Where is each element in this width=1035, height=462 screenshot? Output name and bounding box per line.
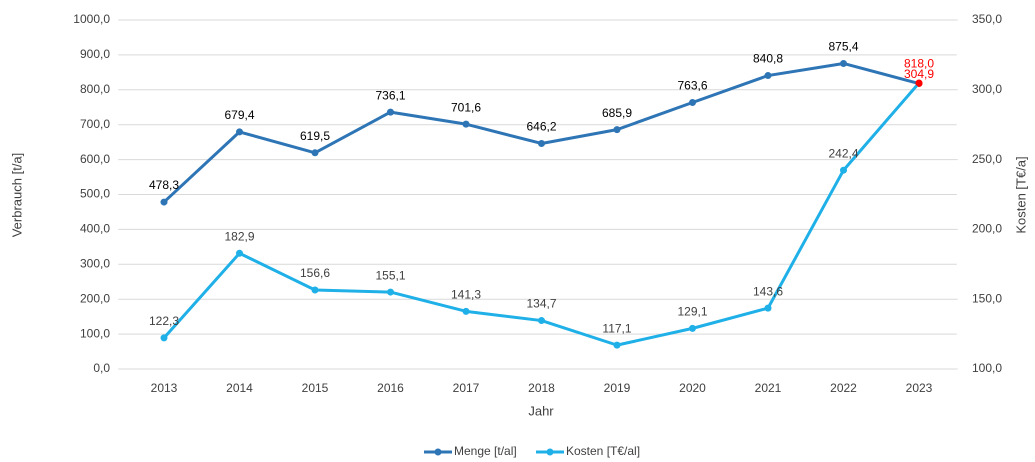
x-tick-label: 2023 (906, 381, 933, 395)
data-point (689, 324, 696, 332)
data-point (840, 166, 847, 174)
y2-tick-label: 350,0 (972, 12, 1002, 26)
data-label: 182,9 (224, 229, 254, 243)
x-tick-label: 2022 (830, 381, 857, 395)
y-tick-label: 1000,0 (73, 12, 110, 26)
x-tick-label: 2013 (151, 381, 178, 395)
data-point (538, 139, 545, 147)
y-tick-label: 900,0 (80, 47, 110, 61)
data-label: 156,6 (300, 266, 330, 280)
x-tick-label: 2016 (377, 381, 404, 395)
x-tick-label: 2020 (679, 381, 706, 395)
legend-marker (434, 448, 442, 456)
legend-marker (546, 448, 554, 456)
y-tick-label: 700,0 (80, 117, 110, 131)
data-point (613, 341, 621, 349)
legend-label: Menge [t/al] (454, 444, 517, 458)
data-label: 840,8 (753, 52, 783, 66)
x-axis-label: Jahr (528, 403, 554, 418)
y-tick-label: 400,0 (80, 222, 110, 236)
data-label: 619,5 (300, 129, 330, 143)
data-point (764, 304, 772, 312)
y2-tick-label: 200,0 (972, 222, 1002, 236)
data-label: 736,1 (375, 88, 405, 102)
data-label: 304,9 (904, 67, 934, 81)
x-tick-label: 2021 (755, 381, 782, 395)
data-label: 701,6 (451, 100, 481, 114)
data-label: 122,3 (149, 314, 179, 328)
data-label: 763,6 (677, 79, 707, 93)
data-point (462, 307, 470, 315)
data-label: 478,3 (149, 178, 179, 192)
data-label: 242,4 (828, 146, 858, 160)
data-point (236, 128, 243, 136)
x-tick-label: 2019 (604, 381, 631, 395)
y-tick-label: 500,0 (80, 187, 110, 201)
data-label: 155,1 (375, 268, 405, 282)
data-point (387, 288, 394, 296)
x-tick-label: 2018 (528, 381, 555, 395)
data-label: 141,3 (451, 288, 481, 302)
data-point (311, 286, 319, 294)
y-tick-label: 100,0 (80, 326, 110, 340)
y-tick-label: 800,0 (80, 82, 110, 96)
y2-tick-label: 100,0 (972, 361, 1002, 375)
data-label: 685,9 (602, 106, 632, 120)
y-tick-label: 300,0 (80, 256, 110, 270)
data-label: 875,4 (828, 40, 858, 54)
data-point (236, 249, 243, 257)
data-point (387, 108, 394, 116)
data-point (462, 120, 470, 128)
y2-tick-label: 150,0 (972, 291, 1002, 305)
y2-axis-label: Kosten [T€/a] (1013, 156, 1028, 233)
y-tick-label: 600,0 (80, 152, 110, 166)
y2-tick-label: 300,0 (972, 82, 1002, 96)
data-label: 818,0 (904, 57, 934, 71)
data-point (689, 99, 696, 107)
data-point (160, 198, 168, 206)
data-label: 117,1 (602, 321, 631, 335)
data-label: 143,6 (753, 284, 783, 298)
data-label: 134,7 (526, 297, 556, 311)
data-point (613, 126, 621, 134)
data-point (160, 334, 168, 342)
data-point (915, 79, 923, 87)
x-tick-label: 2014 (226, 381, 253, 395)
data-point (311, 149, 319, 157)
y-tick-label: 200,0 (80, 291, 110, 305)
x-tick-label: 2017 (453, 381, 480, 395)
y-axis-label: Verbrauch [t/a] (9, 153, 24, 238)
y2-tick-label: 250,0 (972, 152, 1002, 166)
data-point (764, 72, 772, 80)
x-tick-label: 2015 (302, 381, 329, 395)
legend-label: Kosten [T€/al] (566, 444, 640, 458)
data-label: 679,4 (224, 108, 254, 122)
data-label: 646,2 (526, 120, 556, 134)
data-point (840, 59, 847, 67)
y-tick-label: 0,0 (93, 361, 110, 375)
data-label: 129,1 (677, 305, 707, 319)
data-point (538, 317, 545, 325)
